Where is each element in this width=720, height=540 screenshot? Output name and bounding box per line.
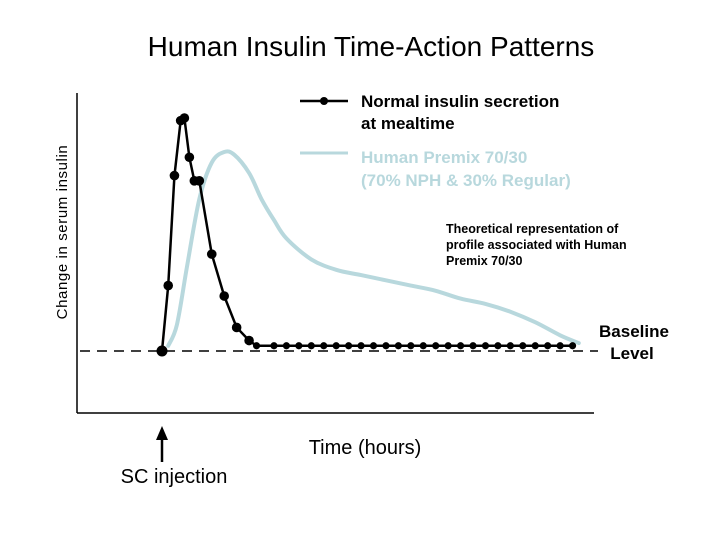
- series-layer: [156, 113, 581, 357]
- data-point-normal: [382, 342, 390, 350]
- data-point-normal: [156, 345, 168, 357]
- injection-marker: [156, 426, 168, 462]
- data-point-normal: [444, 342, 452, 350]
- legend-label-premix-line-2: (70% NPH & 30% Regular): [361, 171, 571, 190]
- injection-label: SC injection: [121, 466, 228, 488]
- injection-arrow-head: [156, 426, 168, 440]
- data-point-normal: [456, 342, 465, 350]
- data-point-normal: [169, 170, 180, 181]
- data-point-normal: [345, 342, 353, 350]
- data-point-normal: [531, 342, 539, 350]
- data-point-normal: [481, 342, 490, 350]
- data-point-normal: [494, 342, 502, 350]
- y-axis-label: Change in serum insulin: [54, 145, 71, 320]
- data-point-normal: [163, 280, 174, 291]
- data-point-normal: [369, 342, 378, 350]
- data-point-normal: [419, 342, 427, 350]
- legend-label-normal-line-1: Normal insulin secretion: [361, 92, 559, 111]
- data-point-normal: [231, 322, 242, 333]
- data-point-normal: [506, 342, 514, 350]
- legend-marker-normal: [320, 97, 328, 105]
- data-point-normal: [332, 342, 340, 350]
- data-point-normal: [357, 342, 365, 350]
- data-point-normal: [206, 249, 217, 259]
- data-point-normal: [556, 342, 564, 350]
- data-point-normal: [519, 342, 527, 350]
- data-point-normal: [179, 113, 190, 123]
- data-point-normal: [394, 342, 402, 350]
- data-point-normal: [544, 342, 552, 350]
- data-point-normal: [184, 152, 195, 163]
- data-point-normal: [244, 335, 254, 346]
- data-point-normal: [295, 342, 303, 350]
- data-point-normal: [219, 291, 230, 301]
- note-line-3: Premix 70/30: [446, 254, 522, 268]
- x-axis-label: Time (hours): [309, 437, 422, 459]
- note-line-1: Theoretical representation of: [446, 222, 619, 236]
- data-point-normal: [568, 342, 577, 350]
- data-point-normal: [282, 342, 291, 350]
- legend-label-premix-line-1: Human Premix 70/30: [361, 148, 527, 167]
- data-point-normal: [252, 342, 261, 350]
- data-point-normal: [432, 342, 440, 350]
- data-point-normal: [194, 176, 205, 186]
- baseline-label-line-2: Level: [610, 344, 653, 363]
- series-line-premix: [166, 149, 581, 348]
- data-point-normal: [320, 342, 328, 350]
- legend: Normal insulin secretion at mealtime Hum…: [300, 92, 571, 190]
- data-point-normal: [407, 342, 415, 350]
- chart-title: Human Insulin Time-Action Patterns: [148, 31, 595, 62]
- legend-label-normal-line-2: at mealtime: [361, 114, 455, 133]
- data-point-normal: [270, 342, 278, 350]
- note: Theoretical representation of profile as…: [446, 222, 627, 268]
- data-point-normal: [307, 342, 315, 350]
- data-point-normal: [469, 342, 477, 350]
- note-line-2: profile associated with Human: [446, 238, 627, 252]
- baseline-label-line-1: Baseline: [599, 322, 669, 341]
